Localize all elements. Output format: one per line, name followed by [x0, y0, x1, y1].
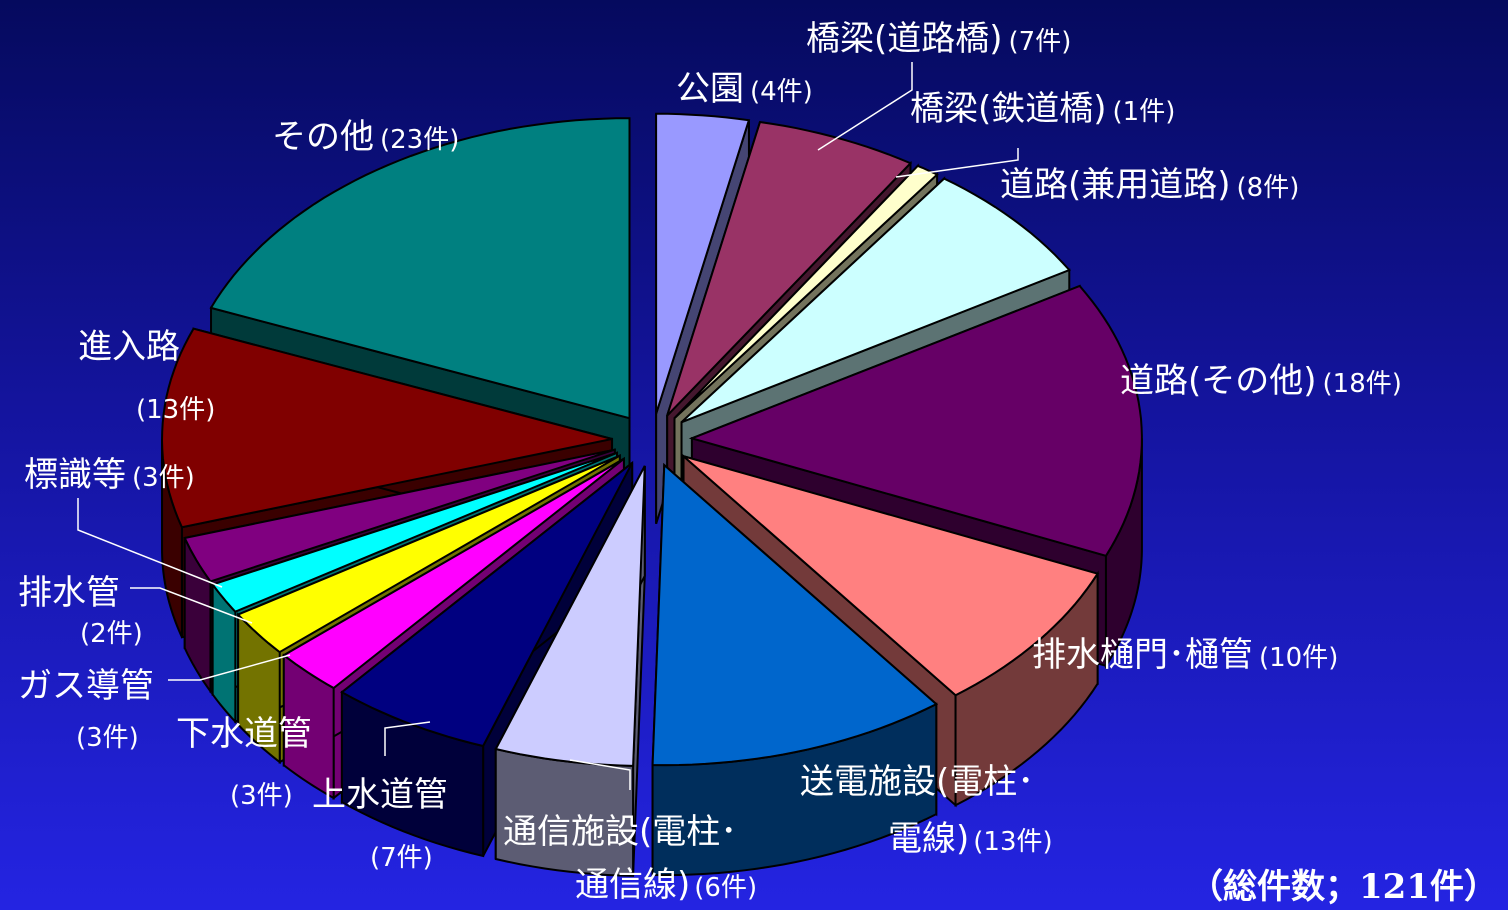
slice-top-face: [688, 284, 1143, 557]
slice-label-14: 進入路: [78, 327, 180, 367]
slice-label-2: 橋梁(道路橋) (7件): [806, 19, 1071, 59]
pie-slices: [160, 112, 1143, 877]
slice-top-face: [682, 455, 1100, 697]
slice-label-13: 標識等 (3件): [24, 455, 195, 495]
leader-line: [77, 498, 223, 588]
slice-label-15: その他 (23件): [272, 117, 459, 157]
slice-top-face: [651, 462, 939, 767]
slice-top-face: [281, 457, 625, 690]
leader-line: [569, 759, 631, 790]
slice-top-face: [673, 164, 939, 419]
slice-top-face: [160, 327, 613, 529]
slice-label-8: 通信施設(電柱･: [503, 812, 737, 852]
leader-line: [895, 148, 1019, 178]
slice-top-face: [340, 462, 634, 748]
slice-label-6: 排水樋門･樋管 (10件): [1032, 635, 1338, 675]
slice-top-face: [655, 112, 751, 415]
slice-top-face: [680, 177, 1072, 424]
leader-line: [817, 62, 913, 151]
pie-slice-8: [494, 465, 646, 877]
leader-line: [384, 721, 431, 756]
slice-count-10: (3件): [230, 781, 293, 811]
slice-label-12: 排水管: [18, 573, 120, 613]
slice-label-7: 送電施設(電柱･: [800, 762, 1034, 802]
leader-line: [168, 654, 291, 681]
slice-label-10: 下水道管: [176, 714, 312, 754]
slice-count-9: (7件): [370, 843, 433, 873]
leader-line: [130, 587, 253, 624]
slice-count-11: (3件): [76, 723, 139, 753]
slice-label-7-line2: 電線) (13件): [888, 819, 1053, 859]
slice-top-face: [209, 117, 631, 420]
slice-top-face: [236, 454, 621, 654]
slice-count-14: (13件): [136, 395, 215, 425]
total-count-label: （総件数；121件）: [1189, 867, 1498, 907]
slice-label-1: 公園 (4件): [676, 69, 813, 109]
slice-label-8-line2: 通信線) (6件): [575, 865, 757, 905]
slice-label-5: 道路(その他) (18件): [1120, 361, 1402, 401]
slice-label-3: 橋梁(鉄道橋) (1件): [910, 89, 1175, 129]
slice-label-9: 上水道管: [312, 775, 448, 815]
slice-top-face: [494, 465, 646, 767]
slice-top-face: [211, 451, 618, 613]
slice-label-11: ガス導管: [18, 666, 154, 706]
slice-label-4: 道路(兼用道路) (8件): [1000, 165, 1299, 205]
slice-top-face: [183, 448, 616, 583]
pie-labels: 公園 (4件) 橋梁(道路橋) (7件) 橋梁(鉄道橋) (1件) 道路(兼用道路) (8件)…: [18, 19, 1402, 905]
pie-slice-7: [651, 462, 939, 877]
slice-count-12: (2件): [80, 619, 143, 649]
